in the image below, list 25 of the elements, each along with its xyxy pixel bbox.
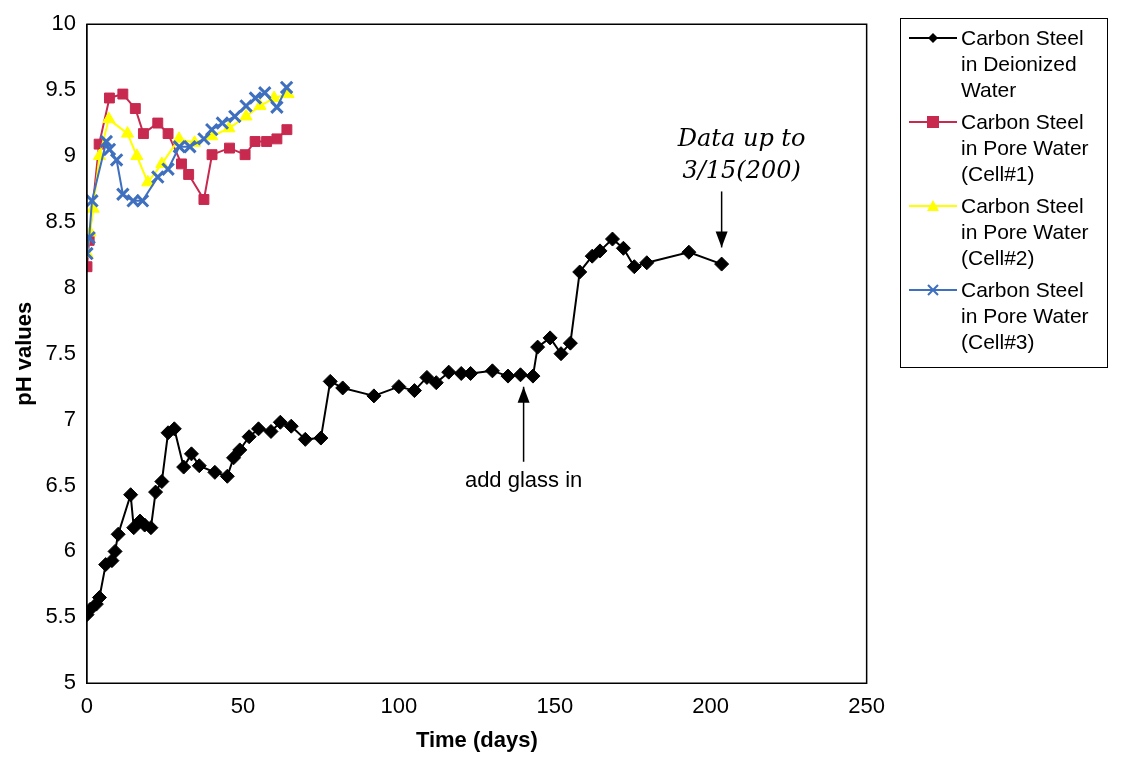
- x-axis-title: Time (days): [415, 726, 538, 752]
- annotation: add glass in: [464, 466, 583, 492]
- annotation: Data up to 3/15(200): [676, 123, 806, 184]
- x-tick-label: 0: [80, 693, 94, 719]
- legend-label: Carbon Steel in Pore Water (Cell#3): [961, 277, 1090, 355]
- legend-label: Carbon Steel in Deionized Water: [961, 25, 1085, 103]
- x-tick-label: 200: [692, 693, 730, 719]
- x-tick-label: 50: [230, 693, 256, 719]
- y-tick-label: 7: [63, 405, 76, 431]
- y-tick-label: 5.5: [45, 603, 76, 629]
- y-tick-label: 9: [63, 142, 76, 168]
- y-tick-label: 5: [63, 669, 76, 695]
- x-tick-label: 150: [536, 693, 574, 719]
- y-tick-label: 6.5: [45, 471, 76, 497]
- legend-label: Carbon Steel in Pore Water (Cell#1): [961, 109, 1090, 187]
- x-tick-label: 100: [380, 693, 418, 719]
- y-axis-title: pH values: [11, 301, 37, 406]
- y-tick-label: 10: [51, 10, 76, 36]
- y-tick-label: 8: [63, 273, 76, 299]
- x-tick-label: 250: [848, 693, 886, 719]
- y-tick-label: 8.5: [45, 207, 76, 233]
- y-tick-label: 9.5: [45, 76, 76, 102]
- y-tick-label: 7.5: [45, 339, 76, 365]
- legend-label: Carbon Steel in Pore Water (Cell#2): [961, 193, 1090, 271]
- y-tick-label: 6: [63, 537, 76, 563]
